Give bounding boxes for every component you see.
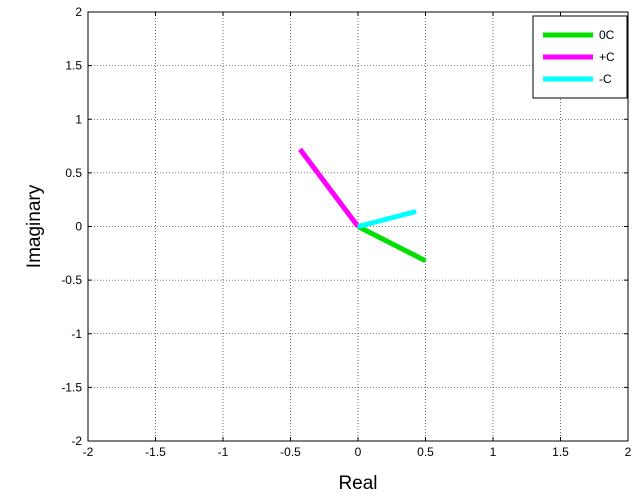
series-lines — [298, 147, 427, 264]
x-tick-labels: -2 -1.5 -1 -0.5 0 0.5 1 1.5 2 — [83, 445, 632, 459]
x-tick-label: -1.5 — [145, 445, 166, 459]
legend-label: 0C — [599, 28, 615, 42]
y-tick-label: 0 — [75, 220, 82, 234]
y-tick-label: -1 — [71, 327, 82, 341]
x-tick-label: 2 — [625, 445, 632, 459]
y-tick-label: 0.5 — [65, 166, 82, 180]
series-line-1 — [298, 147, 360, 229]
legend-label: -C — [599, 72, 612, 86]
y-tick-label: -2 — [71, 434, 82, 448]
y-tick-label: -0.5 — [61, 273, 82, 287]
y-tick-label: 1.5 — [65, 59, 82, 73]
legend-label: +C — [599, 50, 615, 64]
y-tick-label: -1.5 — [61, 380, 82, 394]
x-tick-label: -2 — [83, 445, 94, 459]
y-tick-label: 2 — [75, 5, 82, 19]
series-line-2 — [357, 209, 417, 229]
x-tick-label: -1 — [218, 445, 229, 459]
x-axis-label: Real — [338, 473, 377, 494]
x-tick-label: 1 — [490, 445, 497, 459]
x-tick-label: 0.5 — [417, 445, 434, 459]
x-tick-label: 0 — [355, 445, 362, 459]
x-tick-label: -0.5 — [280, 445, 301, 459]
legend: 0C +C -C — [532, 15, 628, 99]
y-tick-label: 1 — [75, 112, 82, 126]
x-tick-label: 1.5 — [552, 445, 569, 459]
series-line-0 — [356, 224, 427, 264]
y-axis-label: Imaginary — [24, 184, 45, 268]
y-tick-labels: -2 -1.5 -1 -0.5 0 0.5 1 1.5 2 — [61, 5, 82, 448]
